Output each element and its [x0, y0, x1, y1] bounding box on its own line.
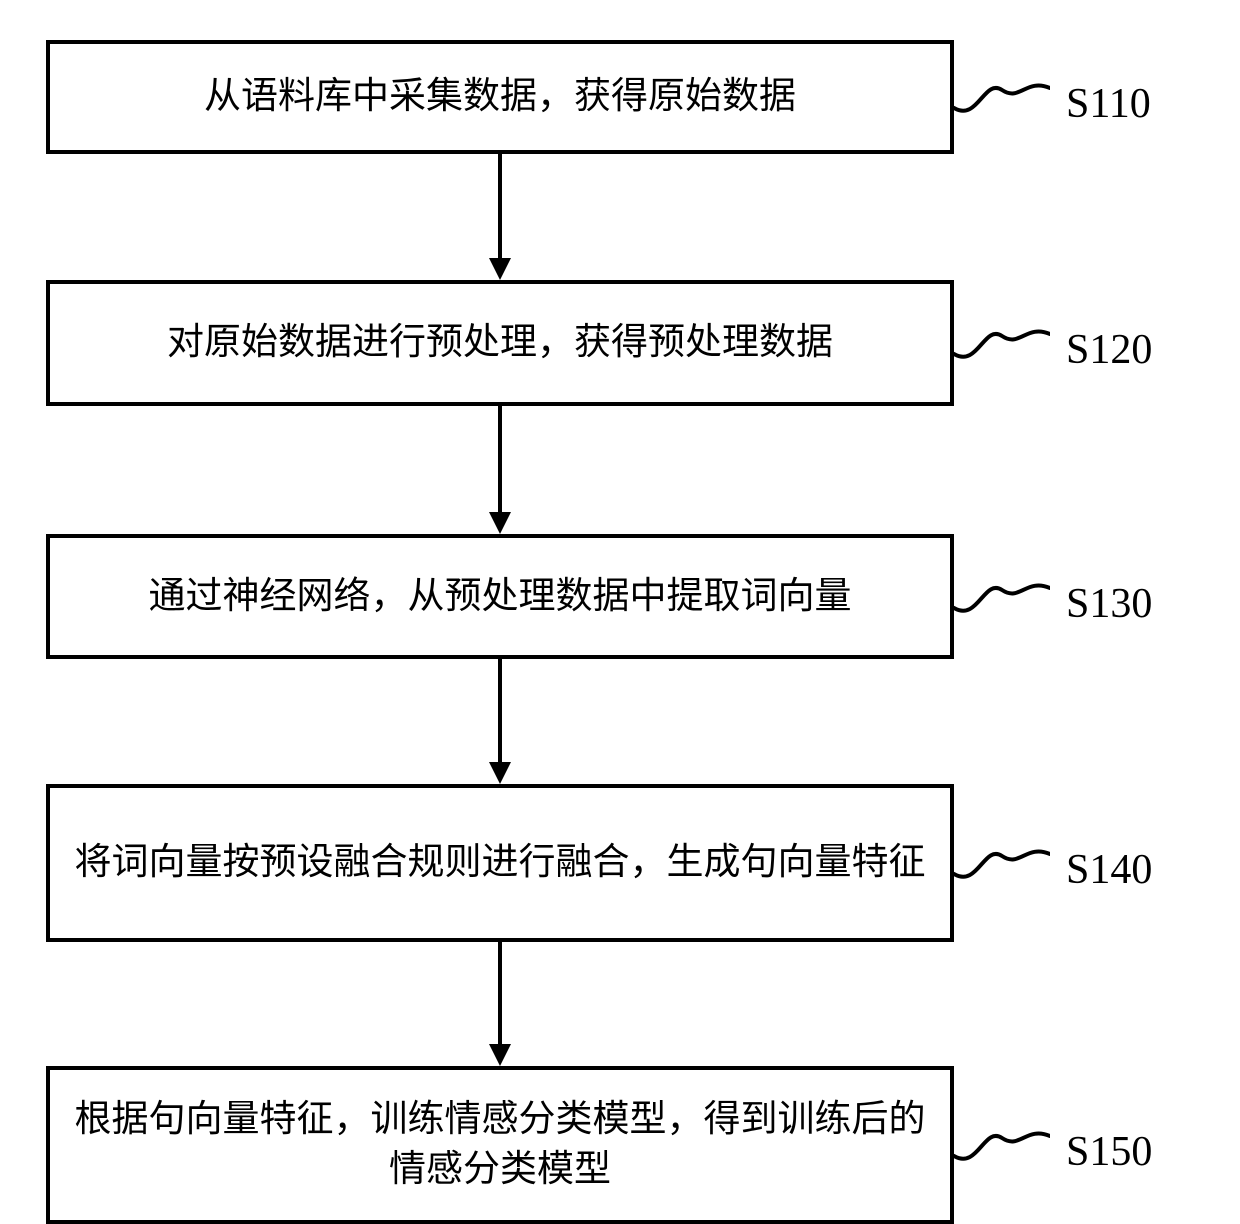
step-text: 根据句向量特征，训练情感分类模型，得到训练后的情感分类模型 [70, 1095, 930, 1195]
step-label-s140: S140 [1066, 846, 1152, 894]
arrow-line-3 [498, 659, 502, 762]
step-label-s120: S120 [1066, 326, 1152, 374]
step-text: 通过神经网络，从预处理数据中提取词向量 [149, 572, 852, 622]
step-text: 对原始数据进行预处理，获得预处理数据 [167, 318, 833, 368]
step-id: S130 [1066, 581, 1152, 627]
tilde-connector-s140 [954, 844, 1050, 884]
flowchart-canvas: 从语料库中采集数据，获得原始数据 对原始数据进行预处理，获得预处理数据 通过神经… [0, 0, 1240, 1224]
arrow-line-4 [498, 942, 502, 1044]
step-box-s120: 对原始数据进行预处理，获得预处理数据 [46, 280, 954, 406]
step-label-s130: S130 [1066, 580, 1152, 628]
step-box-s110: 从语料库中采集数据，获得原始数据 [46, 40, 954, 154]
tilde-connector-s130 [954, 578, 1050, 618]
arrow-head-3 [489, 762, 511, 784]
step-id: S110 [1066, 81, 1151, 127]
step-label-s150: S150 [1066, 1128, 1152, 1176]
arrow-line-1 [498, 154, 502, 258]
step-id: S150 [1066, 1129, 1152, 1175]
step-box-s140: 将词向量按预设融合规则进行融合，生成句向量特征 [46, 784, 954, 942]
step-id: S140 [1066, 847, 1152, 893]
step-box-s130: 通过神经网络，从预处理数据中提取词向量 [46, 534, 954, 659]
tilde-connector-s110 [954, 78, 1050, 118]
tilde-connector-s120 [954, 324, 1050, 364]
arrow-head-4 [489, 1044, 511, 1066]
step-label-s110: S110 [1066, 80, 1151, 128]
arrow-head-1 [489, 258, 511, 280]
arrow-head-2 [489, 512, 511, 534]
tilde-connector-s150 [954, 1126, 1050, 1166]
step-text: 从语料库中采集数据，获得原始数据 [204, 72, 796, 122]
step-text: 将词向量按预设融合规则进行融合，生成句向量特征 [75, 838, 926, 888]
step-box-s150: 根据句向量特征，训练情感分类模型，得到训练后的情感分类模型 [46, 1066, 954, 1224]
arrow-line-2 [498, 406, 502, 512]
step-id: S120 [1066, 327, 1152, 373]
